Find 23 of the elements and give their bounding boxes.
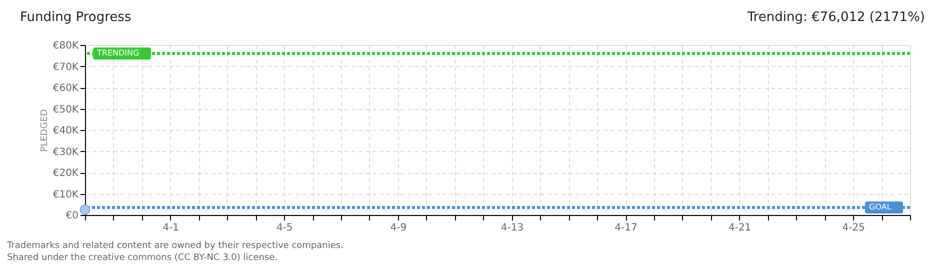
y-tick-label: €30K xyxy=(52,146,79,158)
x-tick-label: 4-21 xyxy=(728,222,752,234)
x-tick-label: 4-5 xyxy=(276,222,293,234)
y-tick-label: €0 xyxy=(66,210,78,222)
x-tick-label: 4-25 xyxy=(842,222,865,234)
y-tick-label: €40K xyxy=(52,126,79,136)
y-tick-label: €20K xyxy=(52,168,79,179)
text: Trademarks and related content are owned by their respective companies. xyxy=(6,241,344,251)
y-tick-label: €80K xyxy=(52,40,79,52)
x-tick-label: 4-17 xyxy=(614,222,638,234)
ref-line-label: GOAL xyxy=(869,202,892,212)
y-axis-title: PLEDGED xyxy=(40,109,50,152)
y-tick-label: €60K xyxy=(52,83,79,94)
y-tick-label: €50K xyxy=(52,104,79,116)
y-tick-label: €70K xyxy=(52,62,79,73)
x-tick-label: 4-9 xyxy=(390,222,407,234)
ref-line-label: TRENDING xyxy=(96,48,140,58)
text: Trending: €76,012 (2171%) xyxy=(746,10,925,25)
x-tick-label: 4-13 xyxy=(500,222,524,234)
chart-title: Funding Progress xyxy=(20,10,132,25)
text: Shared under the creative commons (CC BY-NC 3.0) license. xyxy=(7,253,278,263)
y-tick-label: €10K xyxy=(52,189,79,200)
x-tick-label: 4-1 xyxy=(162,222,180,234)
